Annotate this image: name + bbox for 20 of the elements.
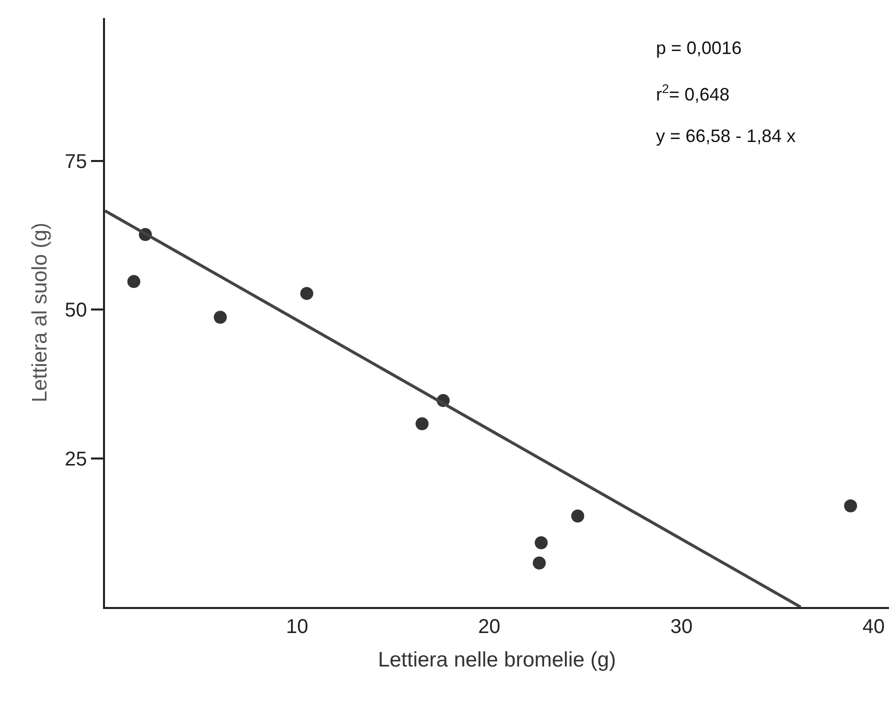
x-tick-label: 30 <box>670 616 693 638</box>
point <box>127 275 140 288</box>
y-tick-label: 50 <box>64 300 87 322</box>
y-axis-title: Lettiera al suolo (g) <box>28 222 52 402</box>
point <box>300 286 314 300</box>
point <box>571 509 584 522</box>
annotation: r$^{2}$= 0,648 <box>656 82 730 105</box>
point <box>416 417 429 430</box>
x-tick-label: 20 <box>478 616 500 638</box>
y-tick-label: 25 <box>64 448 87 470</box>
annotation: y = 66,58 - 1,84 x <box>656 126 796 146</box>
point <box>214 310 227 324</box>
point <box>534 536 548 550</box>
point <box>532 556 546 570</box>
point <box>844 499 858 512</box>
y-tick-label: 75 <box>64 150 87 173</box>
annotation: p = 0,0016 <box>656 38 742 58</box>
x-tick-label: 10 <box>286 616 308 638</box>
x-axis-title: Lettiera nelle bromelie (g) <box>378 648 616 672</box>
x-tick-label: 40 <box>862 616 885 638</box>
